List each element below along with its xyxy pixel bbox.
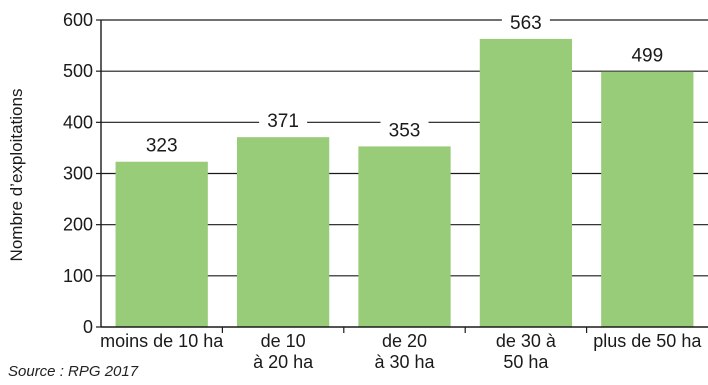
y-tick-label: 100 (63, 266, 93, 286)
bars (115, 38, 694, 327)
bar (479, 38, 573, 327)
value-label-bg (259, 109, 308, 134)
data-label: 323 (146, 136, 178, 157)
labels: 0 100 200 300 400 500 600 323 371 353 563 499 moins … (63, 10, 702, 372)
y-axis-title: Nombre d’exploitations (7, 89, 26, 262)
value-label-bg (380, 118, 429, 143)
y-tick-label: 300 (63, 164, 93, 184)
bar (358, 146, 451, 327)
y-tick-label: 400 (63, 112, 93, 132)
y-tick-label: 0 (83, 317, 93, 337)
value-label-bg (137, 133, 186, 158)
data-label: 353 (389, 120, 421, 141)
value-label-bg (623, 43, 672, 68)
axes (96, 19, 708, 333)
x-tick-label: de 20 à 30 ha (374, 331, 435, 372)
bar (115, 161, 208, 327)
y-tick-label: 600 (63, 10, 93, 30)
value-label-bg (501, 10, 550, 35)
x-tick-label: de 30 à 50 ha (496, 331, 557, 372)
y-tick-label: 200 (63, 215, 93, 235)
y-tick-label: 500 (63, 61, 93, 81)
data-label: 563 (510, 13, 542, 34)
data-label: 499 (631, 46, 663, 67)
x-tick-label: moins de 10 ha (100, 331, 224, 351)
data-label: 371 (267, 111, 299, 132)
bar (601, 71, 694, 327)
x-tick-label: plus de 50 ha (593, 331, 702, 351)
source-note: Source : RPG 2017 (8, 363, 139, 380)
bar (236, 137, 330, 327)
x-tick-label: de 10 à 20 ha (253, 331, 314, 372)
